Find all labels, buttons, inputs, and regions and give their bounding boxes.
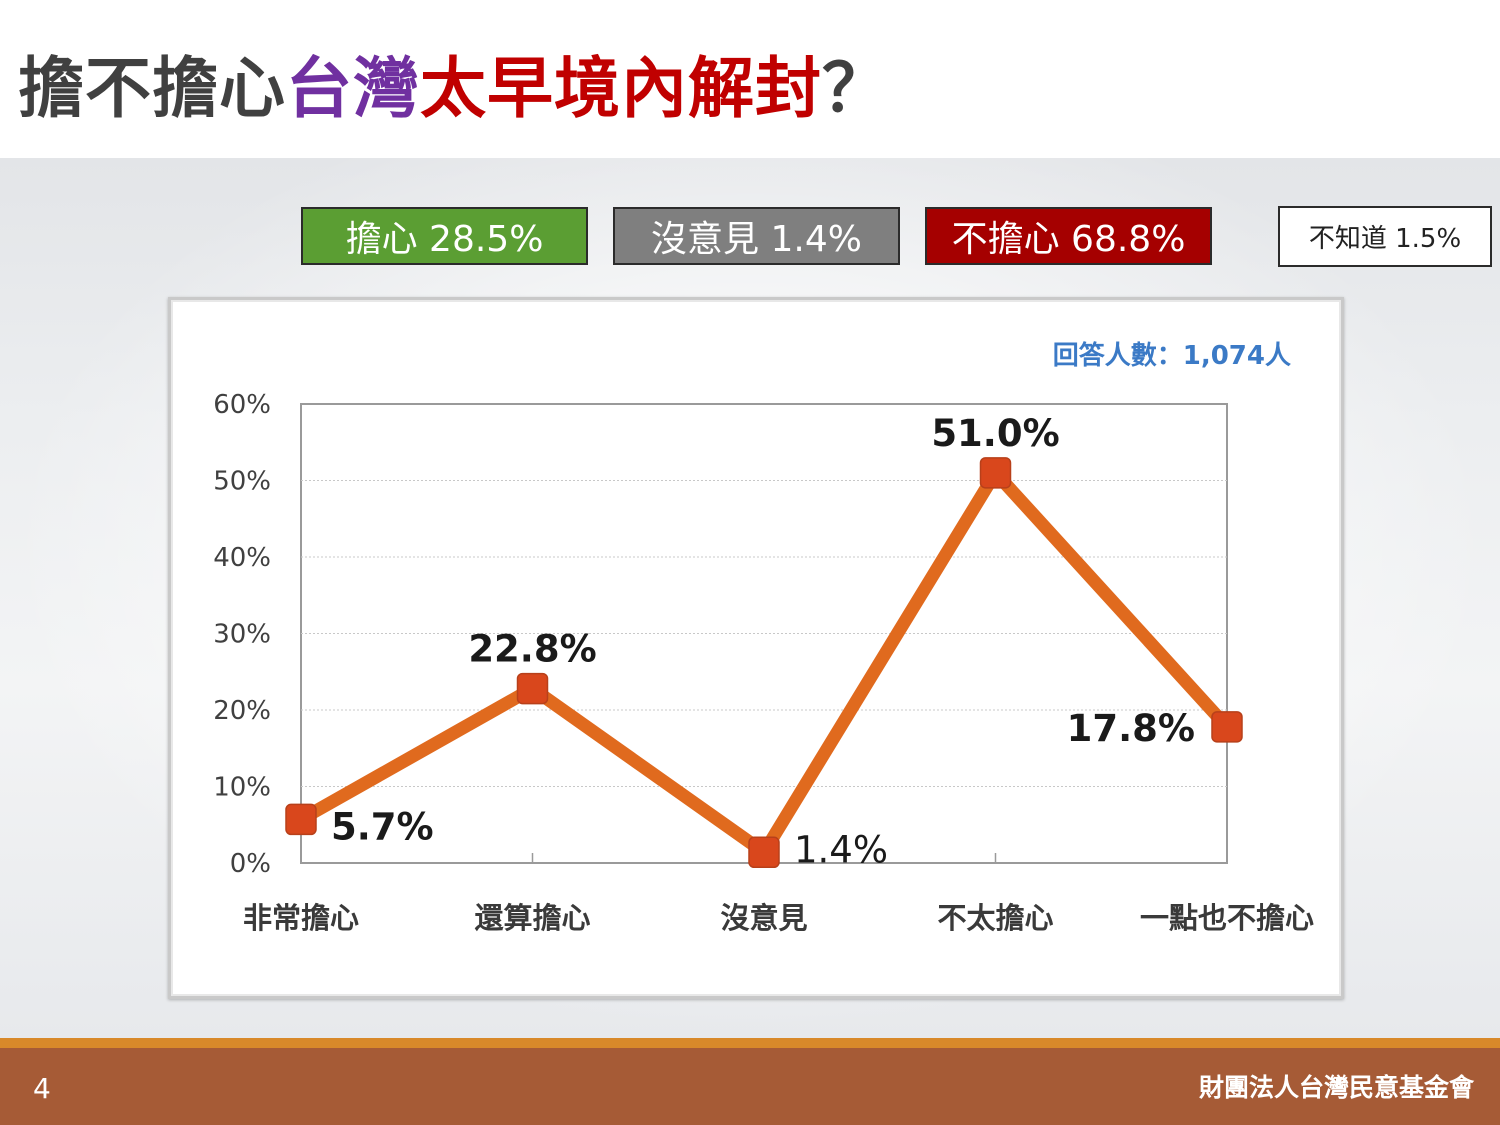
y-tick-label: 30% <box>213 620 271 650</box>
title-bar: 擔不擔心台灣太早境內解封？ <box>0 0 1500 158</box>
data-label: 1.4% <box>794 828 888 871</box>
data-point-marker <box>748 836 780 869</box>
title-part-3: 太早境內解封 <box>420 50 822 127</box>
title-part-4: ？ <box>822 50 889 127</box>
data-label: 5.7% <box>331 805 434 848</box>
summary-dont-know: 不知道 1.5% <box>1278 206 1492 267</box>
y-tick-label: 20% <box>213 696 271 726</box>
data-point-marker <box>285 803 317 836</box>
y-tick-label: 60% <box>213 390 271 420</box>
title-part-2: 台灣 <box>286 50 420 127</box>
data-point-marker <box>516 672 549 705</box>
respondents-annotation: 回答人數：1,074人 <box>1053 340 1291 371</box>
y-tick-label: 40% <box>213 543 271 573</box>
organization-name: 財團法人台灣民意基金會 <box>1198 1073 1474 1102</box>
x-tick-label: 非常擔心 <box>243 901 359 935</box>
y-tick-label: 50% <box>213 467 271 497</box>
data-label: 17.8% <box>1067 707 1195 750</box>
summary-no-opinion: 沒意見 1.4% <box>613 207 900 265</box>
x-tick-label: 一點也不擔心 <box>1140 901 1314 935</box>
plot-area <box>300 403 1228 864</box>
x-tick-label: 不太擔心 <box>937 901 1053 935</box>
footer-bar <box>0 1048 1500 1125</box>
chart-frame: 回答人數：1,074人 0% 10% 20% 30% 40% 50% 60% 非常擔心 還算擔心 沒… <box>168 297 1344 999</box>
data-label: 22.8% <box>468 628 596 671</box>
data-point-marker <box>979 457 1012 489</box>
summary-worried: 擔心 28.5% <box>301 207 588 265</box>
data-point-marker <box>1211 711 1243 743</box>
page-number: 4 <box>33 1072 51 1105</box>
summary-not-worried: 不擔心 68.8% <box>925 207 1212 265</box>
x-tick-label: 還算擔心 <box>474 901 590 935</box>
line-chart: 回答人數：1,074人 0% 10% 20% 30% 40% 50% 60% 非常擔心 還算擔心 沒… <box>213 340 1314 935</box>
title-part-1: 擔不擔心 <box>18 50 286 127</box>
page-title: 擔不擔心台灣太早境內解封？ <box>18 44 889 134</box>
footer-accent-line <box>0 1038 1500 1048</box>
data-label: 51.0% <box>931 412 1059 455</box>
y-tick-label: 0% <box>230 849 271 879</box>
x-tick-label: 沒意見 <box>720 901 807 935</box>
y-tick-label: 10% <box>213 773 271 803</box>
